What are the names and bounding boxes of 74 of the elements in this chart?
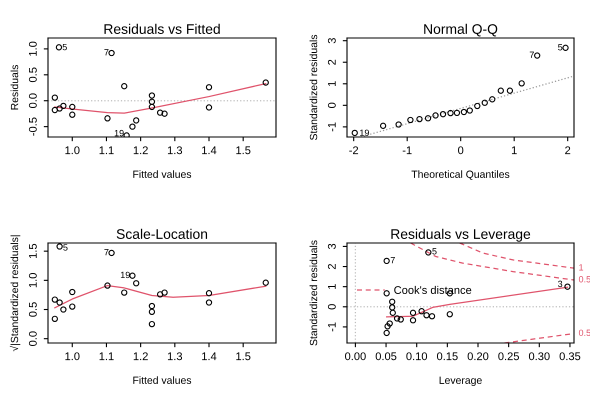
x-tick-label: 1.2 [134, 146, 148, 154]
y-tick-label: 2 [328, 264, 336, 270]
x-tick-label: 1.2 [134, 352, 148, 360]
y-tick-label: 3 [328, 244, 336, 250]
x-tick-label: 0.05 [376, 352, 396, 360]
x-tick-label: 1.5 [236, 146, 250, 154]
annotation: 5 [62, 44, 67, 50]
line-series [54, 284, 266, 308]
x-tick-label: 0.30 [528, 352, 550, 360]
annotation: 19 [360, 130, 369, 136]
x-axis-title: Leverage [440, 376, 482, 386]
x-tick-label: 0.15 [436, 352, 458, 360]
y-tick-label: 1.0 [28, 273, 37, 288]
annotation: 5 [558, 44, 562, 50]
x-tick-label: 1.3 [168, 352, 182, 360]
line-series [54, 82, 266, 114]
y-tick-label: 1 [328, 284, 336, 289]
x-tick-label: 1 [512, 146, 517, 154]
x-tick-label: 1.1 [100, 352, 114, 360]
chart-title: Scale-Location [116, 228, 208, 239]
x-tick-label: 1.5 [236, 352, 250, 360]
y-tick-label: 0.5 [28, 302, 37, 317]
y-tick-label: -0.5 [28, 118, 37, 136]
y-tick-label: 0.5 [28, 68, 37, 82]
x-tick-label: 1.4 [202, 146, 216, 154]
y-tick-label: 1.0 [28, 42, 37, 56]
line-series [410, 243, 574, 281]
x-tick-label: 1.4 [202, 352, 216, 360]
y-axis-title: Standardized residuals [310, 240, 318, 346]
y-tick-label: 0 [328, 102, 336, 108]
annotation: 7 [390, 257, 395, 264]
x-tick-label: 1.0 [65, 146, 80, 154]
y-tick-label: 0 [328, 304, 336, 310]
y-tick-label: -1 [328, 122, 336, 132]
annotation: 1 [579, 264, 584, 270]
x-tick-label: 0.25 [498, 352, 519, 360]
x-tick-label: 0 [458, 146, 464, 154]
x-tick-label: 2 [565, 146, 570, 154]
y-tick-label: -1 [328, 322, 336, 332]
y-axis-title: Standardized residuals [310, 34, 318, 140]
chart-title: Residuals vs Leverage [391, 228, 530, 242]
chart-title: Residuals vs Fitted [104, 24, 220, 34]
y-axis-title: Residuals [10, 65, 18, 110]
x-tick-label: 0.20 [468, 352, 488, 360]
chart-title: Normal Q-Q [424, 24, 498, 36]
y-tick-label: 0.0 [28, 331, 37, 346]
annotation: 5 [63, 244, 68, 251]
x-tick-label: -1 [402, 146, 412, 154]
x-axis-title: Fitted values [133, 170, 192, 178]
annotation: 7 [104, 249, 109, 256]
y-tick-label: 3 [328, 38, 336, 44]
annotation: 5 [432, 248, 437, 254]
x-axis-title: Fitted values [133, 376, 192, 384]
y-axis-title: √|Standardized residuals| [10, 235, 20, 352]
x-tick-label: -2 [349, 146, 358, 154]
annotation: 7 [104, 49, 109, 56]
y-tick-label: 2 [328, 60, 336, 65]
x-axis-title: Theoretical Quantiles [412, 170, 510, 180]
y-tick-label: 1.5 [29, 244, 37, 258]
annotation: 3 [558, 280, 562, 288]
annotation: 19 [114, 130, 124, 136]
annotation: 19 [120, 272, 130, 278]
line-series [386, 286, 568, 318]
legend-label: Cook's distance [394, 286, 472, 294]
y-tick-label: 1 [328, 81, 336, 86]
line-series [458, 243, 574, 269]
x-tick-label: 1.3 [168, 146, 182, 154]
y-tick-label: 0.0 [28, 93, 37, 108]
x-tick-label: 1.0 [65, 352, 80, 360]
x-tick-label: 0.00 [345, 352, 366, 360]
x-tick-label: 0.35 [560, 352, 580, 360]
x-tick-label: 1.1 [100, 146, 114, 154]
annotation: 7 [530, 52, 534, 58]
x-tick-label: 0.10 [406, 352, 428, 360]
